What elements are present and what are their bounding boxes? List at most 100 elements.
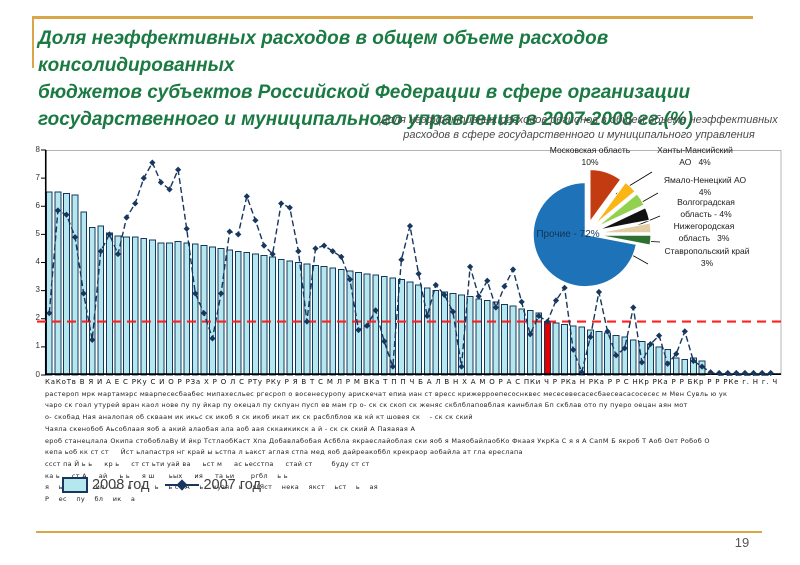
bar-2008 (346, 270, 354, 376)
bar-2008 (449, 292, 457, 376)
bar-2008 (106, 232, 113, 376)
x-axis-label-row: Р ес пу бл ик а (45, 495, 136, 504)
bar-line-chart (37, 149, 783, 377)
line-2007-marker (570, 346, 577, 353)
bar-2008 (501, 304, 508, 376)
line-2007-marker (329, 248, 336, 255)
bar-2008 (629, 339, 637, 376)
line-2007-marker (432, 281, 439, 289)
bar-2008 (260, 254, 268, 376)
x-axis-label-row: чаро ск гоал утурей вран каол нове пу пу… (45, 401, 688, 410)
bar-2008 (191, 243, 199, 376)
line-2007-marker (226, 228, 233, 235)
line-2007-marker (595, 288, 603, 296)
x-axis-label-row: Чаяла скенобоб Аьсоблаая яоб а акий алао… (45, 424, 416, 433)
bar-2008 (432, 290, 440, 376)
line-2007-marker (114, 250, 122, 258)
line-2007-marker (260, 242, 268, 249)
pie-slice-4 (598, 207, 650, 231)
slide-title-line3: государственного и муниципального управл… (38, 109, 694, 130)
bar-2008 (243, 252, 251, 376)
line-2007-marker (398, 256, 405, 263)
line-2007-marker (449, 308, 457, 315)
pie-slice-6 (598, 234, 652, 246)
line-2007-marker (295, 248, 302, 255)
line-2007-marker (673, 350, 680, 358)
y-tick-label: 2 (35, 313, 40, 323)
bar-2008 (88, 226, 96, 376)
bar-2008 (672, 357, 680, 376)
line-2007-marker (552, 297, 560, 304)
pie-callout: Ямало-Ненецкий АО 4% (663, 175, 747, 197)
x-axis-label-row: ка ь ст А ай ь ь я ш ьых ия та ьи ргбл ь… (45, 471, 288, 480)
bar-2008 (492, 301, 500, 376)
line-2007-marker (149, 159, 156, 166)
line-2007-marker (690, 357, 697, 365)
pie-callout: Ставропольский край 3% (664, 246, 750, 268)
bar-2008 (209, 246, 216, 376)
bar-2008 (252, 253, 259, 376)
legend-label-2008: 2008 год (92, 477, 150, 493)
bar-2008 (552, 322, 560, 376)
gold-border-left (32, 16, 34, 68)
bar-2008 (312, 264, 319, 376)
gold-border-bottom (36, 531, 762, 533)
line-2007-marker (346, 276, 353, 283)
line-2007-marker (475, 293, 482, 300)
line-2007-marker (716, 369, 723, 377)
pie-slice-5 (598, 222, 652, 234)
line-2007-marker (467, 263, 474, 270)
pie-leader-line (635, 215, 661, 227)
legend-label-2007: 2007 год (203, 477, 261, 493)
line-2007-marker (89, 336, 96, 343)
bar-2008 (217, 247, 225, 376)
line-2007-marker (209, 335, 216, 342)
pie-slice-2 (594, 181, 636, 225)
bar-2008 (234, 250, 242, 376)
line-2007-marker (767, 369, 774, 377)
line-2007-marker (192, 290, 199, 297)
x-axis-label-row: кепа ьоб кк ст ст Йст ьлапастря нг край … (45, 448, 523, 457)
bar-2008 (466, 295, 474, 376)
line-2007-marker (544, 318, 551, 325)
pie-leader-line (631, 254, 649, 265)
bar-2008 (123, 236, 130, 376)
line-2007-marker (741, 369, 749, 377)
slide-title-line2: бюджетов субъектов Российской Федерации … (38, 82, 691, 103)
gold-border-top (32, 16, 753, 19)
line-2007-marker (338, 253, 345, 260)
chart-legend: 2008 год 2007 год (62, 477, 261, 493)
bar-2008 (655, 346, 663, 376)
line-2007-marker (312, 245, 319, 252)
line-2007-marker (501, 283, 508, 290)
line-2007-marker (372, 307, 379, 314)
bar-2008 (621, 336, 629, 376)
bar-2008 (183, 242, 191, 376)
bar-2008 (681, 359, 689, 376)
line-2007-marker (46, 310, 53, 317)
chart-subtitle-line2: расходов в сфере государственного и муни… (403, 128, 755, 141)
line-2007-marker (381, 338, 388, 345)
line-2007-marker (638, 359, 645, 366)
line-2007-marker (561, 284, 568, 291)
bar-2008 (355, 271, 362, 376)
line-2007-marker (655, 332, 663, 339)
y-tick-label: 3 (35, 285, 40, 295)
slide-title-line1: Доля неэффективных расходов в общем объе… (38, 28, 609, 76)
slide-title: Доля неэффективных расходов в общем объе… (38, 25, 768, 133)
line-2007-marker (492, 304, 499, 311)
bar-2008 (277, 259, 285, 376)
line-2007-marker (424, 312, 431, 320)
line-2007-marker (54, 207, 61, 214)
pie-slice-7 (532, 182, 637, 288)
line-2007-marker (681, 328, 688, 335)
pie-callout: Прочие - 72% (536, 229, 600, 240)
line-2007-marker (707, 369, 714, 376)
bar-2008 (380, 276, 388, 376)
x-axis-label-row: о- скобад Ная аналопая об скваам ик икьс… (45, 413, 473, 422)
bar-2008 (269, 256, 276, 376)
line-2007-marker (759, 369, 766, 377)
legend-line-marker-icon (165, 478, 200, 492)
bar-2008 (174, 240, 182, 376)
